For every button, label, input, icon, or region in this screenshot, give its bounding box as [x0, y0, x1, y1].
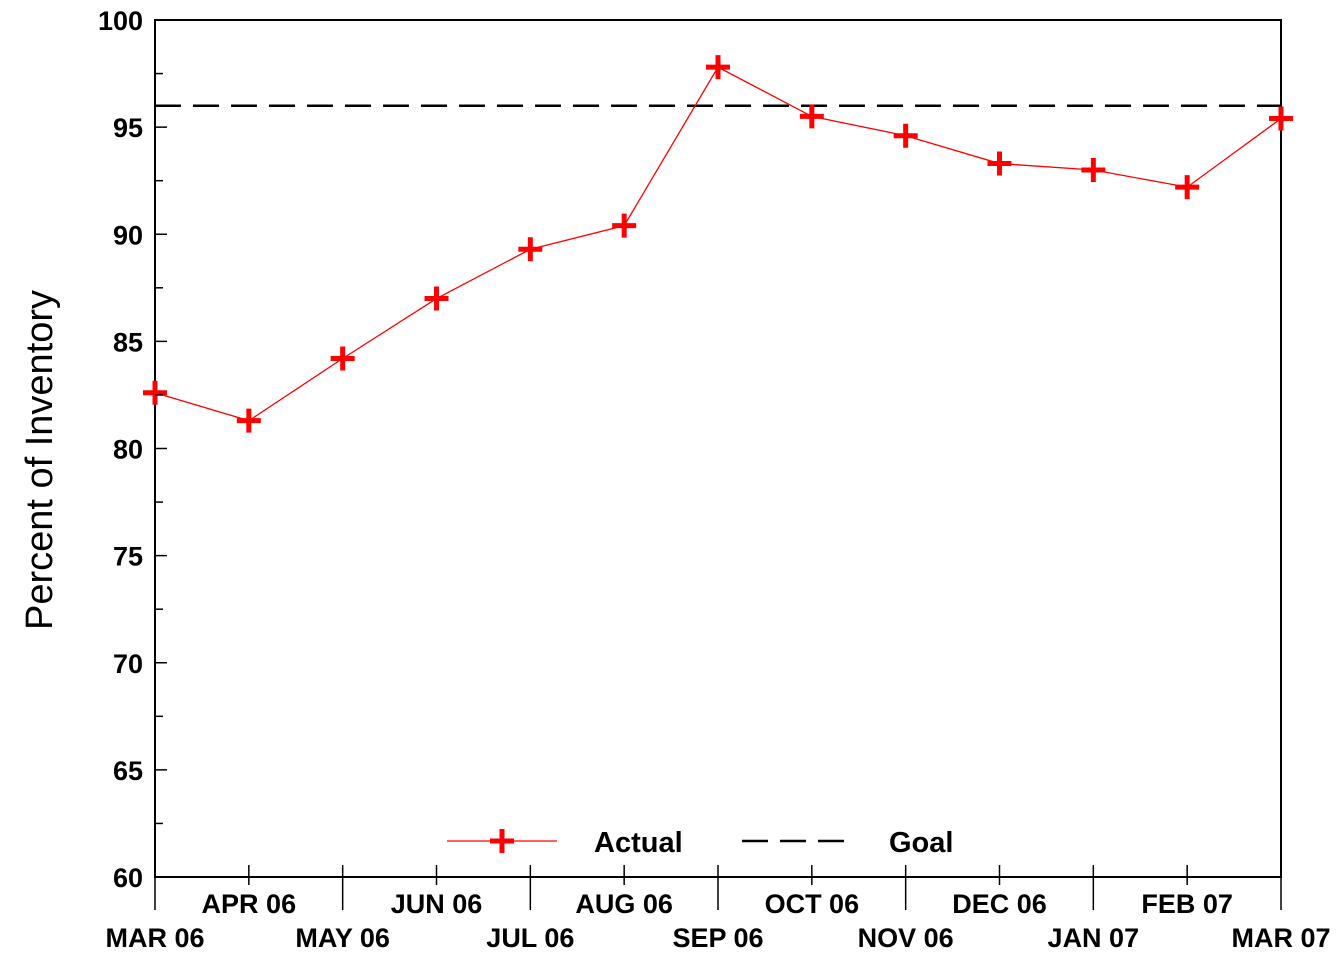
x-tick-label: AUG 06: [575, 889, 673, 919]
x-tick-label: JUN 06: [391, 889, 483, 919]
actual-point: [518, 237, 543, 262]
legend-goal-label: Goal: [889, 827, 953, 859]
y-tick-label: 80: [113, 435, 143, 465]
x-tick-label: SEP 06: [672, 923, 763, 953]
actual-point: [893, 123, 918, 148]
actual-point: [799, 104, 824, 129]
y-tick-label: 95: [113, 113, 143, 143]
actual-point: [236, 408, 261, 433]
actual-point: [612, 213, 637, 238]
x-tick-label: FEB 07: [1141, 889, 1233, 919]
plot-area: [143, 19, 1293, 878]
y-tick-label: 65: [113, 756, 143, 786]
actual-point: [143, 380, 167, 405]
y-axis-title: Percent of Inventory: [19, 290, 61, 630]
actual-point: [1175, 175, 1200, 200]
actual-point: [330, 346, 355, 371]
y-tick-label: 70: [113, 649, 143, 679]
x-tick-label: JAN 07: [1048, 923, 1140, 953]
x-tick-label: APR 06: [202, 889, 297, 919]
y-tick-label: 85: [113, 327, 143, 357]
y-tick-label: 75: [113, 542, 143, 572]
actual-point: [424, 286, 449, 311]
actual-point: [1269, 106, 1293, 131]
x-tick-label: DEC 06: [952, 889, 1047, 919]
legend-actual-marker: [490, 829, 514, 853]
legend: Actual Goal: [447, 827, 953, 859]
legend-actual-label: Actual: [594, 827, 683, 859]
x-tick-label: OCT 06: [765, 889, 860, 919]
actual-point: [1081, 157, 1106, 182]
x-tick-label: JUL 06: [486, 923, 574, 953]
actual-point: [987, 151, 1012, 176]
actual-line: [154, 66, 1282, 422]
plot-frame: [154, 19, 1282, 878]
y-axis: 60 65 70 75 80 85 90 95 100: [98, 6, 167, 893]
y-tick-label: 100: [98, 6, 143, 36]
x-tick-label: MAR 06: [105, 923, 204, 953]
x-tick-label: MAR 07: [1231, 923, 1330, 953]
actual-point: [706, 55, 730, 80]
x-tick-label: MAY 06: [295, 923, 390, 953]
x-tick-label: NOV 06: [858, 923, 954, 953]
y-tick-label: 90: [113, 220, 143, 250]
y-tick-label: 60: [113, 863, 143, 893]
